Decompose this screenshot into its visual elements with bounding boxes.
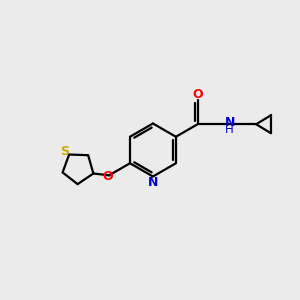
Text: N: N [225,116,236,129]
Text: S: S [60,145,69,158]
Text: O: O [192,88,203,101]
Text: N: N [148,176,158,190]
Text: H: H [225,123,234,136]
Text: O: O [102,170,113,183]
